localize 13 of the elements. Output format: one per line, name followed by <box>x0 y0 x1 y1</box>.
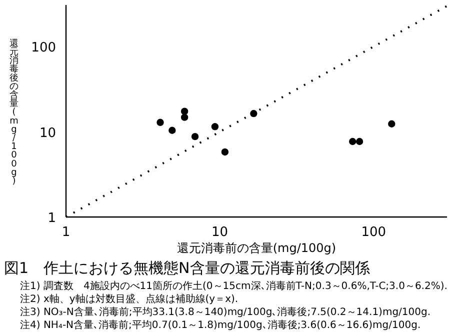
x-axis-title: 還元消毒前の含量(mg/100g) <box>176 241 336 255</box>
y-tick-label: 100 <box>31 40 56 56</box>
text: 注3) NO₃-N含量､消毒前;平均33.1(3.8～140)mg/100g､消毒後;7.5(0.2～14.1)mg/100g. <box>20 306 431 318</box>
x-tick-label: 10 <box>212 225 228 240</box>
text: 注2) x軸、y軸は対数目盛、点線は補助線(y＝x). <box>20 293 238 305</box>
x-tick-label: 100 <box>361 225 386 240</box>
y-tick-label: 10 <box>39 126 56 141</box>
text: 注4) NH₄-N含量､消毒前;平均0.7(0.1～1.8)mg/100g､消毒後;3.6(0.6～16.6)mg/100g. <box>20 319 421 331</box>
text: 還元消毒後の含量(mg/100g) <box>10 38 18 186</box>
y-tick-label: 1 <box>48 211 56 226</box>
text: 図1 作土における無機態N含量の還元消毒前後の関係 <box>4 259 370 277</box>
text: 注1) 調査数 4施設内のべ11箇所の作土(0～15cm深､消毒前T-N;0.3～0.6%,T-C;3.0～6.2%). <box>20 280 448 292</box>
x-tick-label: 1 <box>62 225 70 240</box>
